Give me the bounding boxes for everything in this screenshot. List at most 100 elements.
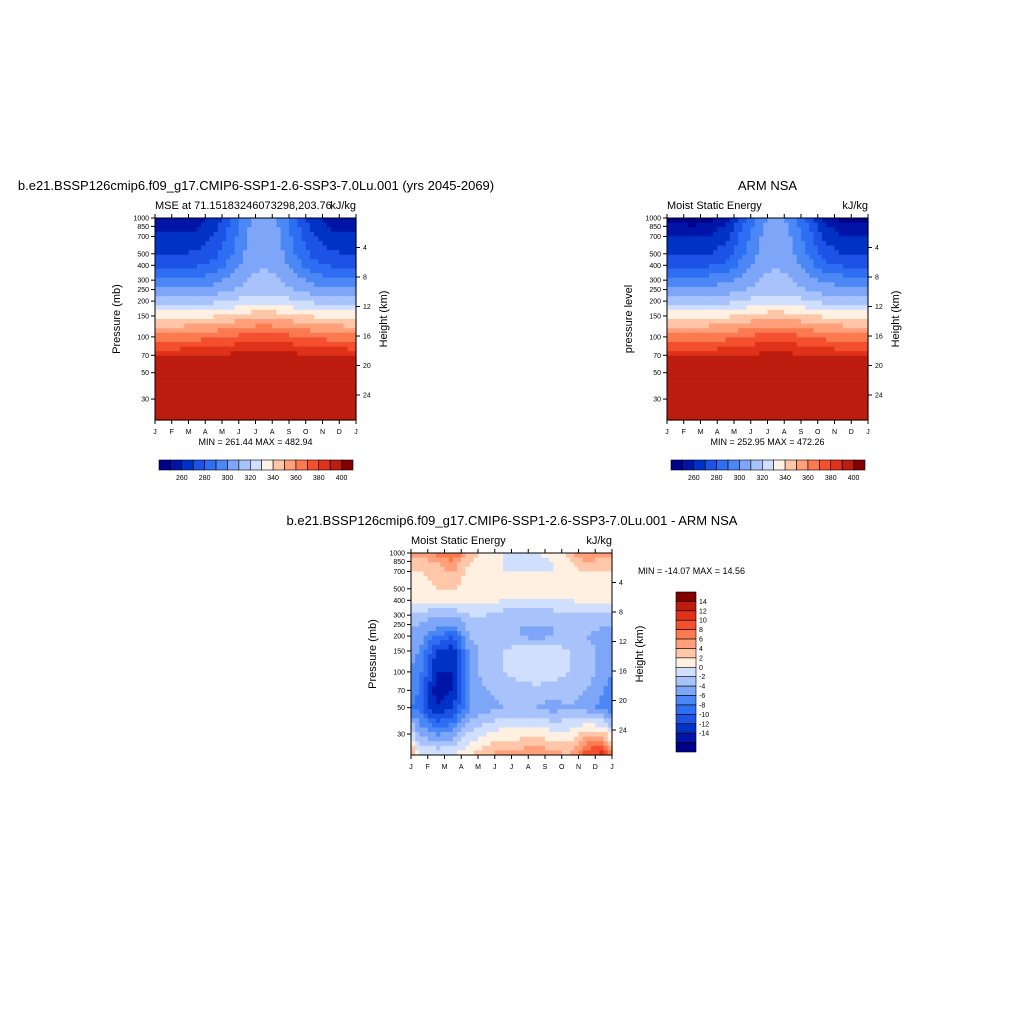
model-cell xyxy=(276,332,282,338)
diff-cell xyxy=(423,658,429,664)
obs-cell xyxy=(780,378,785,384)
obs-cell xyxy=(683,383,689,389)
model-colorbar-box xyxy=(204,459,217,471)
model-cell xyxy=(339,314,345,320)
obs-cell xyxy=(763,282,769,288)
obs-y-right-tick-label: 8 xyxy=(875,275,879,282)
model-cell xyxy=(175,323,181,329)
obs-cell xyxy=(708,337,714,343)
obs-cell xyxy=(767,300,773,306)
diff-cell xyxy=(448,736,454,742)
diff-cell xyxy=(423,640,429,646)
diff-cell xyxy=(419,626,425,632)
model-cell xyxy=(213,300,219,306)
model-cell xyxy=(305,383,311,389)
obs-cell xyxy=(667,415,672,421)
model-cell xyxy=(293,392,298,398)
obs-cell xyxy=(767,259,773,265)
diff-cell xyxy=(411,713,416,719)
model-cell xyxy=(289,392,294,398)
obs-cell xyxy=(729,240,735,247)
diff-cell xyxy=(411,704,416,710)
obs-cell xyxy=(775,337,781,343)
model-cell xyxy=(209,305,215,311)
obs-cell xyxy=(746,268,752,274)
obs-cell xyxy=(838,314,844,320)
obs-cell xyxy=(708,387,714,394)
diff-cell xyxy=(436,553,441,559)
model-cell xyxy=(268,245,273,251)
model-cell xyxy=(259,277,265,283)
diff-cell xyxy=(444,750,450,756)
model-cell xyxy=(268,227,273,233)
diff-cell xyxy=(457,594,462,600)
obs-cell xyxy=(863,360,869,366)
obs-cell xyxy=(675,387,681,394)
obs-cell xyxy=(696,355,702,361)
obs-cell xyxy=(729,263,735,270)
obs-cell xyxy=(738,286,743,293)
model-cell xyxy=(217,309,223,316)
model-cell xyxy=(322,296,328,302)
obs-cell xyxy=(788,323,794,329)
model-cell xyxy=(309,346,315,352)
obs-cell xyxy=(863,296,869,302)
model-cell xyxy=(205,355,211,361)
model-cell xyxy=(222,305,227,311)
model-cell xyxy=(251,406,257,412)
obs-cell xyxy=(771,286,777,293)
model-cell xyxy=(314,360,319,366)
model-cell xyxy=(293,296,298,302)
obs-cell xyxy=(780,364,785,371)
model-cell xyxy=(268,397,273,403)
model-cell xyxy=(263,355,269,361)
model-cell xyxy=(263,218,269,224)
model-cell xyxy=(155,346,160,352)
model-cell xyxy=(163,337,169,343)
obs-cell xyxy=(763,364,769,371)
obs-cell xyxy=(771,309,777,316)
model-cell xyxy=(347,323,353,329)
obs-cell xyxy=(834,360,840,366)
obs-cell xyxy=(859,254,865,260)
model-cell xyxy=(222,387,227,394)
model-cell xyxy=(155,236,160,242)
model-cell xyxy=(326,341,332,348)
obs-cell xyxy=(817,314,823,320)
obs-cell xyxy=(796,268,802,274)
model-cell xyxy=(155,355,160,361)
obs-cell xyxy=(780,415,785,421)
diff-cell xyxy=(440,745,446,752)
obs-cell xyxy=(763,263,769,270)
diff-cell xyxy=(457,663,462,669)
model-cell xyxy=(259,250,265,256)
obs-cell xyxy=(738,222,743,228)
obs-cell xyxy=(717,387,723,394)
model-cell xyxy=(222,415,227,421)
obs-cell xyxy=(842,383,848,389)
obs-cell xyxy=(813,319,819,325)
obs-cell xyxy=(696,273,702,279)
obs-cell xyxy=(729,245,735,251)
obs-cell xyxy=(855,259,861,265)
model-cell xyxy=(322,300,328,306)
model-cell xyxy=(192,254,198,260)
obs-cell xyxy=(855,401,861,407)
model-cell xyxy=(335,296,340,302)
obs-cell xyxy=(834,355,840,361)
model-cell xyxy=(263,406,269,412)
model-cell xyxy=(263,323,269,329)
diff-cell xyxy=(411,598,416,605)
obs-cell xyxy=(759,319,764,325)
diff-cell xyxy=(457,626,462,632)
model-cell xyxy=(201,374,206,380)
obs-cell xyxy=(788,250,794,256)
model-cell xyxy=(322,355,328,361)
model-cell xyxy=(259,227,265,233)
obs-cell xyxy=(775,323,781,329)
obs-cell xyxy=(683,387,689,394)
obs-cell xyxy=(713,250,718,256)
model-cell xyxy=(226,236,231,242)
obs-cell xyxy=(683,218,689,224)
obs-cell xyxy=(784,231,790,237)
